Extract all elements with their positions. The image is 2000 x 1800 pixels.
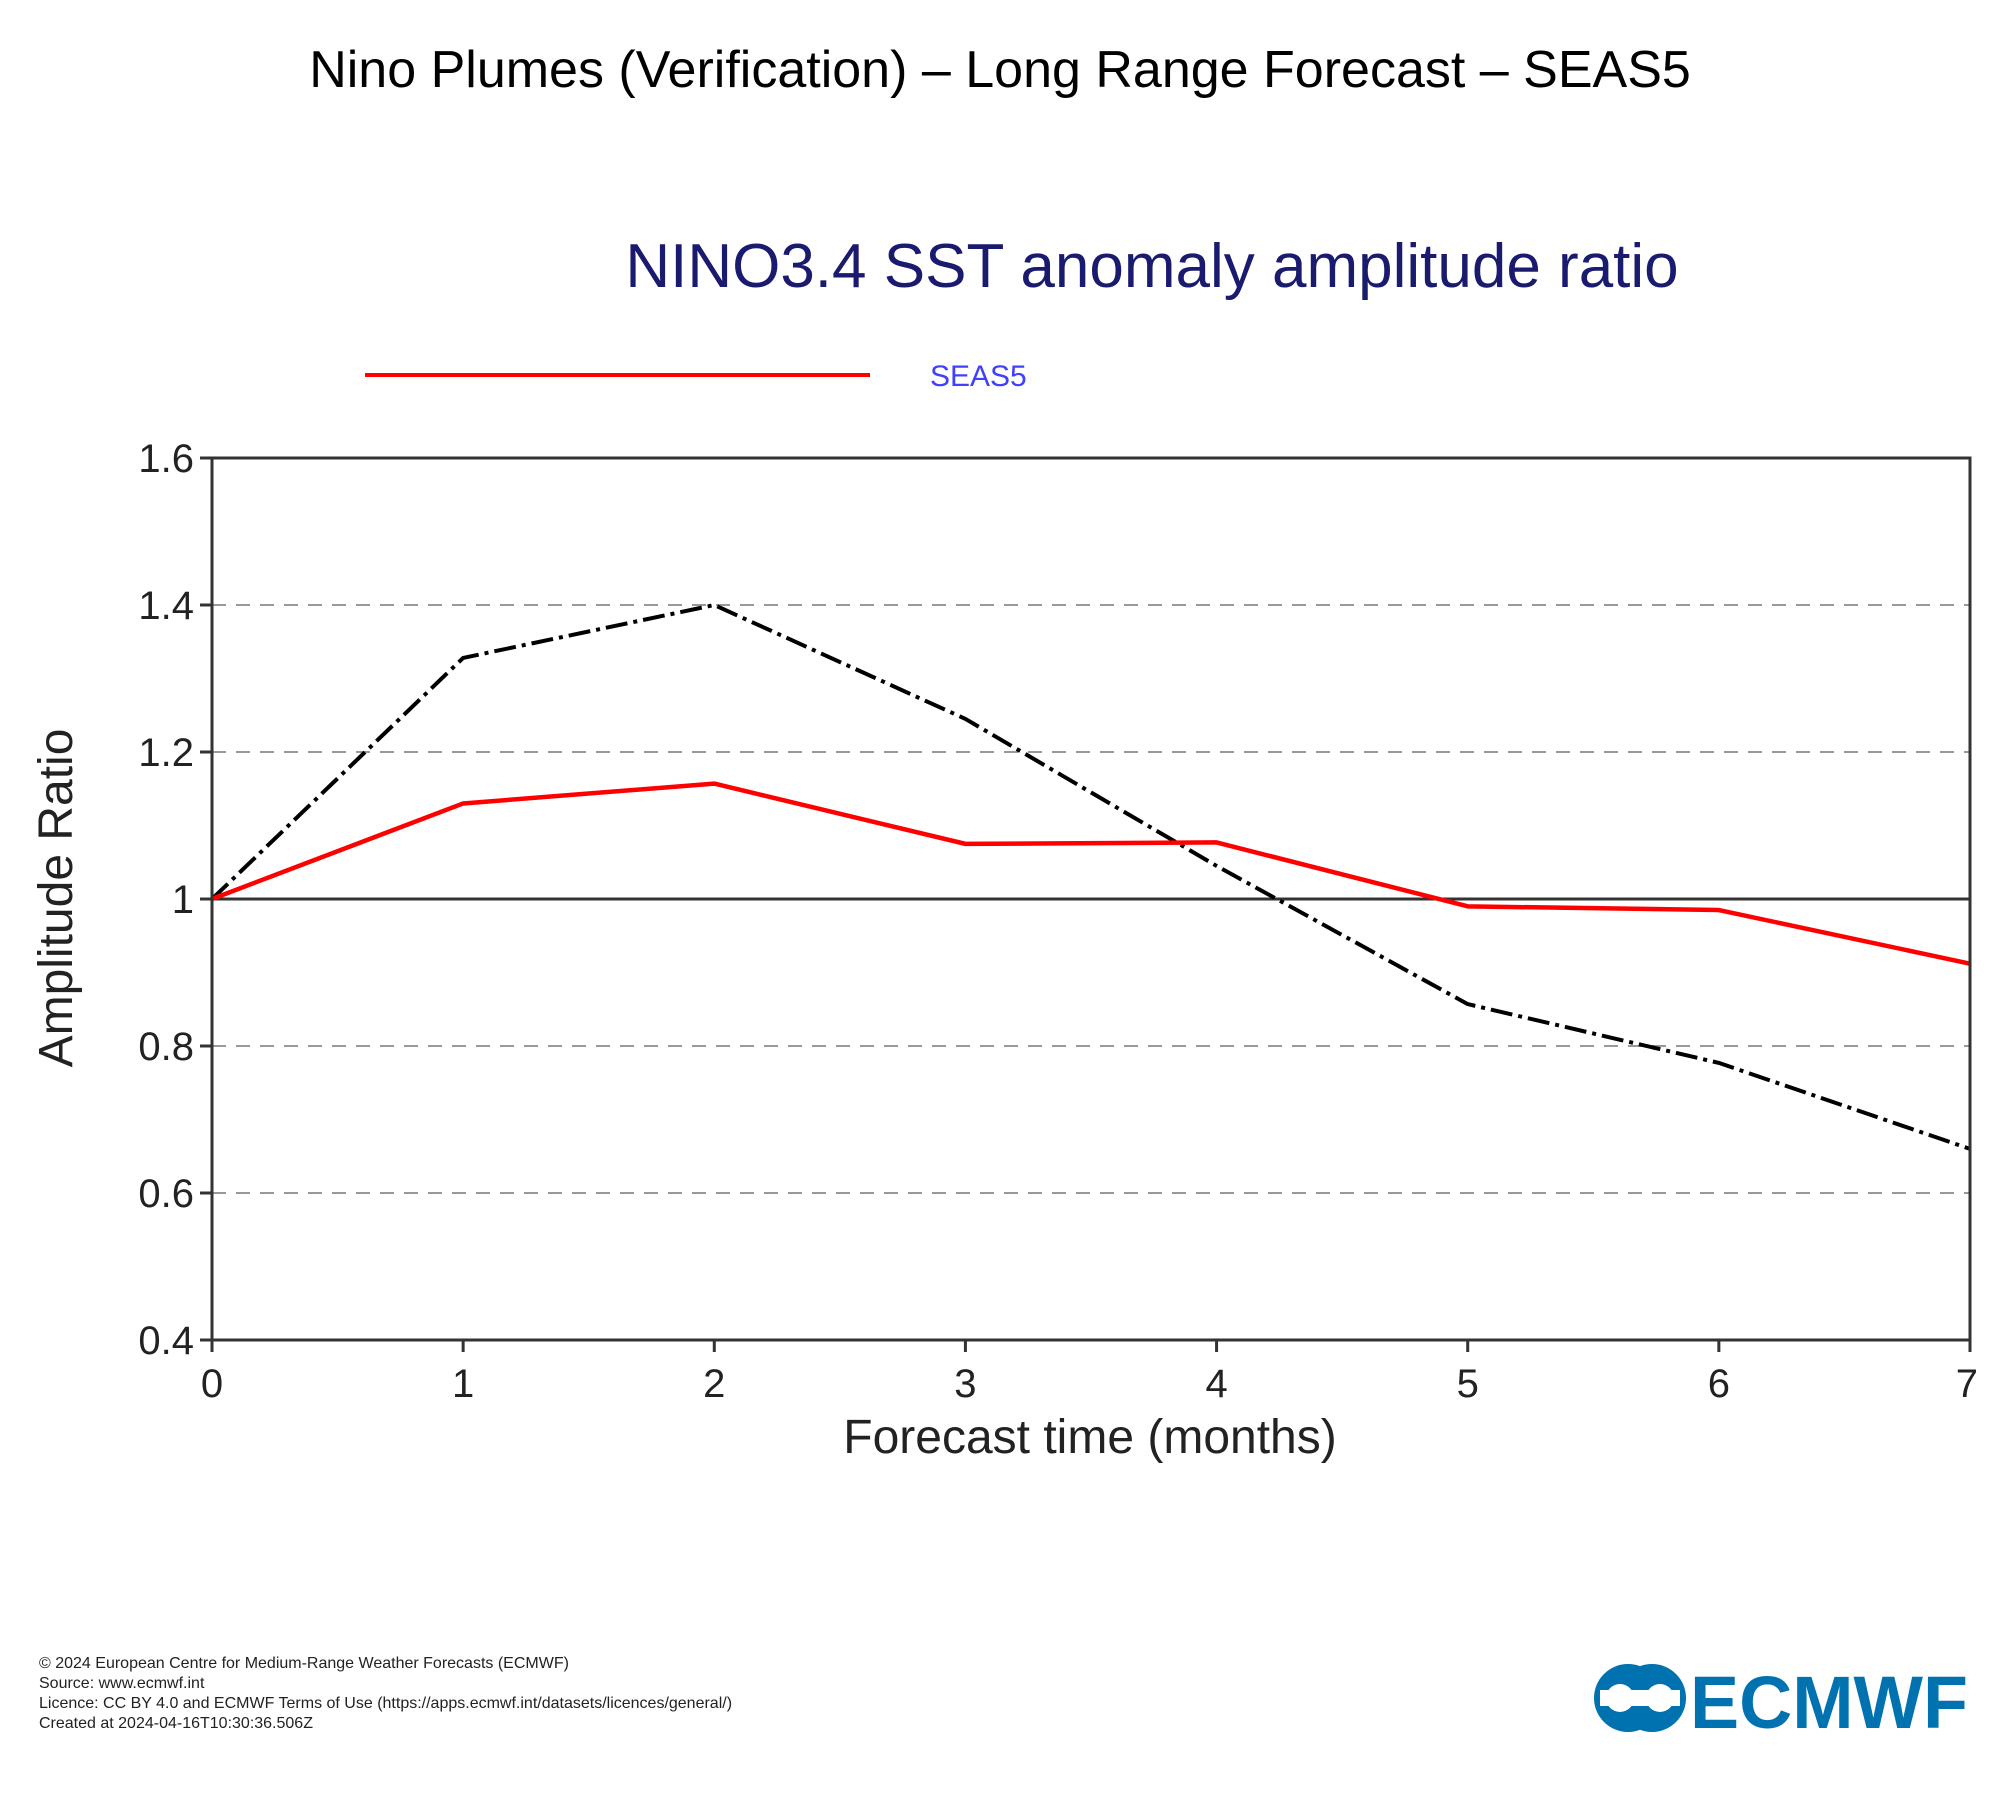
legend: SEAS5 xyxy=(365,360,1027,393)
chart: NINO3.4 SST anomaly amplitude ratio SEAS… xyxy=(30,232,1978,1464)
footer-source: Source: www.ecmwf.int xyxy=(39,1675,205,1692)
series-line-reference xyxy=(210,603,1971,1151)
x-axis-label: Forecast time (months) xyxy=(843,1411,1336,1464)
footer-licence: Licence: CC BY 4.0 and ECMWF Terms of Us… xyxy=(39,1695,733,1712)
footer-copyright: © 2024 European Centre for Medium-Range … xyxy=(39,1655,569,1672)
chart-title: NINO3.4 SST anomaly amplitude ratio xyxy=(625,232,1678,301)
x-tick-label: 7 xyxy=(1956,1362,1978,1406)
y-tick-label: 1.2 xyxy=(138,731,194,775)
y-tick-label: 0.8 xyxy=(138,1025,194,1069)
y-tick-label: 1 xyxy=(172,878,194,922)
y-tick-label: 0.4 xyxy=(138,1319,194,1363)
plot-series xyxy=(210,603,1971,1151)
legend-label-seas5: SEAS5 xyxy=(930,360,1027,393)
x-tick-label: 2 xyxy=(703,1362,725,1406)
y-tick-label: 0.6 xyxy=(138,1172,194,1216)
footer-created: Created at 2024-04-16T10:30:36.506Z xyxy=(39,1715,313,1732)
series-line-seas5 xyxy=(211,781,1971,966)
x-tick-label: 6 xyxy=(1708,1362,1730,1406)
x-tick-label: 5 xyxy=(1457,1362,1479,1406)
y-axis-label: Amplitude Ratio xyxy=(30,729,83,1068)
ecmwf-logo-mark xyxy=(1594,1664,1686,1732)
x-tick-label: 0 xyxy=(201,1362,223,1406)
footer: © 2024 European Centre for Medium-Range … xyxy=(39,1654,732,1734)
x-tick-label: 1 xyxy=(452,1362,474,1406)
y-tick-label: 1.6 xyxy=(138,437,194,481)
y-tick-label: 1.4 xyxy=(138,584,194,628)
ecmwf-logo: ECMWF xyxy=(1594,1661,1968,1740)
plot-grid xyxy=(212,604,1970,1194)
x-tick-label: 3 xyxy=(954,1362,976,1406)
plot-axes: 0.4 0.6 0.8 1 1.2 1.4 1.6 0 1 2 3 4 5 6 7 xyxy=(138,437,1978,1406)
ecmwf-logo-text: ECMWF xyxy=(1690,1661,1968,1740)
page-title: Nino Plumes (Verification) – Long Range … xyxy=(309,41,1691,99)
x-tick-label: 4 xyxy=(1205,1362,1227,1406)
